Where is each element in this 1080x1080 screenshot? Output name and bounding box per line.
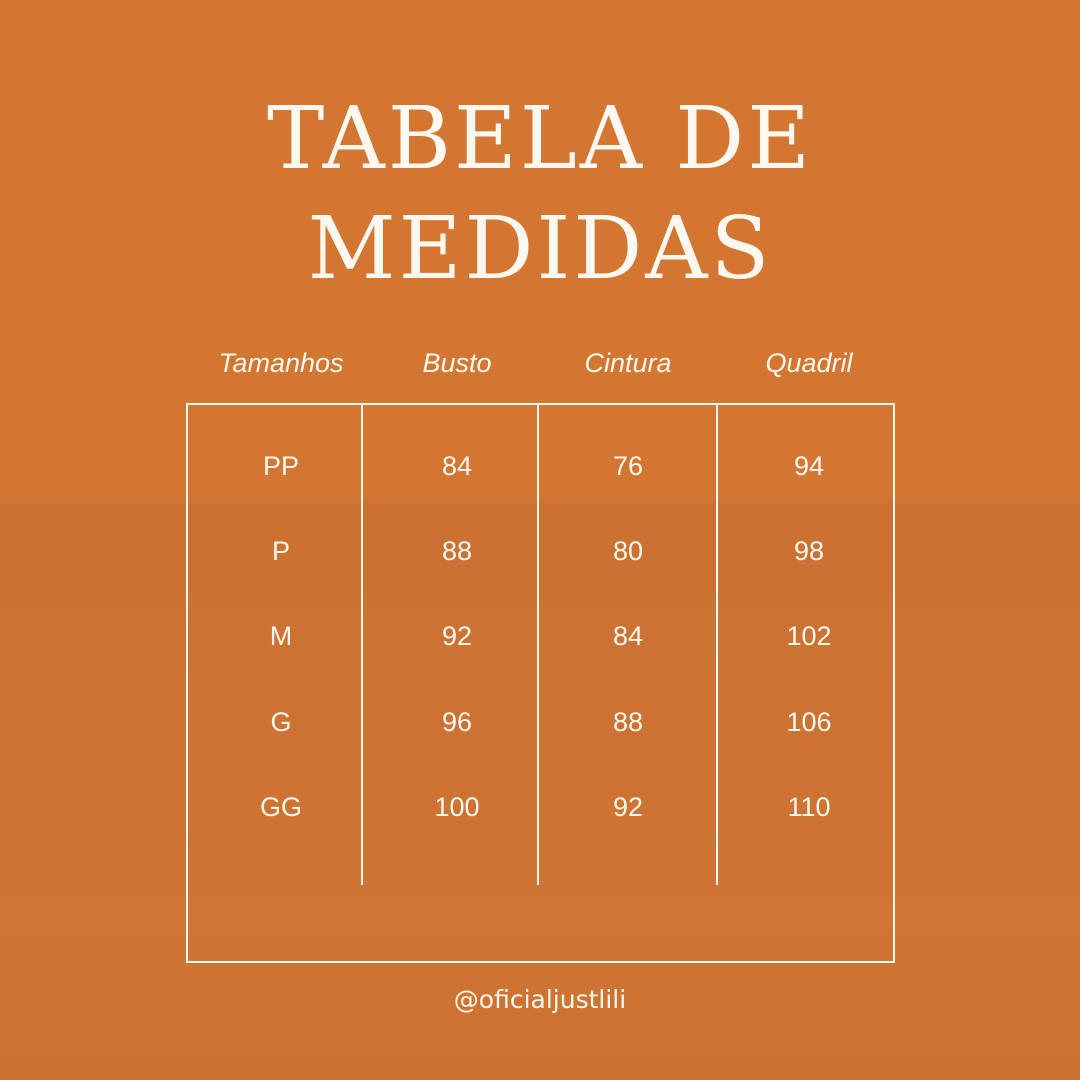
table-cell: M: [269, 621, 293, 651]
table-cell: 92: [612, 792, 644, 822]
table-cell: 100: [434, 792, 480, 822]
table-cell: 88: [612, 707, 644, 737]
column-header: Busto: [422, 348, 492, 378]
table-cell: 96: [441, 707, 473, 737]
table-cell: 98: [793, 536, 825, 566]
table-cell: 94: [793, 451, 825, 481]
table-cell: 84: [612, 621, 644, 651]
title-line-2: MEDIDAS: [307, 199, 773, 299]
table-cell: 110: [787, 792, 831, 822]
table-cell: 88: [441, 536, 473, 566]
table-cell: 84: [441, 451, 473, 481]
table-cell: PP: [262, 451, 300, 481]
column-header: Tamanhos: [218, 348, 344, 378]
table-border: [186, 403, 895, 963]
table-cell: 106: [786, 707, 832, 737]
table-cell: 102: [786, 621, 832, 651]
column-header: Cintura: [584, 348, 672, 378]
column-header: Quadril: [765, 348, 853, 378]
table-cell: 76: [612, 451, 644, 481]
instagram-handle: @oficialjustlili: [453, 985, 627, 1014]
column-divider: [361, 403, 363, 885]
table-cell: P: [271, 536, 290, 566]
table-cell: GG: [259, 792, 302, 822]
column-divider: [537, 403, 539, 885]
title-line-1: TABELA DE: [266, 89, 814, 189]
table-cell: 80: [612, 536, 644, 566]
table-cell: G: [270, 707, 292, 737]
column-divider: [716, 403, 718, 885]
table-cell: 92: [441, 621, 473, 651]
